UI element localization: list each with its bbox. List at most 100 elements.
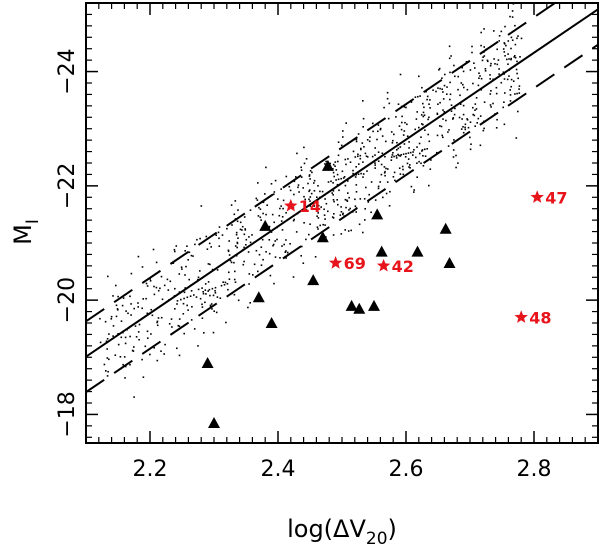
background-point [258, 253, 261, 256]
background-point [371, 155, 374, 158]
background-point [331, 192, 333, 194]
background-point [366, 156, 369, 158]
background-point [452, 149, 455, 151]
background-point [257, 182, 259, 184]
background-point [462, 83, 464, 86]
star-series: 14 69 42 47 48 [284, 188, 567, 327]
background-point [416, 146, 418, 148]
background-point [502, 48, 505, 50]
background-point [377, 185, 380, 188]
background-point [147, 337, 149, 339]
background-point [355, 174, 357, 176]
background-point [308, 198, 310, 201]
background-point [369, 136, 371, 138]
background-point [342, 136, 344, 138]
background-point [171, 326, 173, 328]
background-point [330, 180, 332, 183]
star-label: 48 [529, 308, 551, 327]
background-point [252, 274, 254, 276]
background-point [355, 184, 358, 186]
background-point [508, 58, 510, 60]
background-point [324, 198, 326, 200]
background-point [241, 229, 243, 231]
background-point [222, 281, 224, 283]
background-point [422, 165, 425, 167]
background-point [486, 59, 489, 62]
background-point [293, 180, 296, 183]
background-point [447, 145, 450, 147]
background-point [362, 117, 365, 120]
background-point [510, 57, 512, 60]
background-point [424, 148, 426, 151]
background-point [214, 292, 217, 294]
background-point [217, 231, 220, 234]
background-point [400, 128, 403, 131]
background-point [340, 206, 342, 208]
background-point [414, 128, 416, 131]
background-point [509, 89, 511, 91]
background-point [466, 119, 469, 121]
background-point [379, 181, 381, 183]
background-point [363, 198, 366, 200]
background-point [317, 217, 320, 219]
y-tick-label: −18 [55, 391, 80, 437]
background-point [301, 245, 303, 248]
background-point [234, 245, 237, 247]
background-point [233, 261, 235, 264]
background-point [174, 250, 176, 253]
background-point [152, 248, 155, 251]
background-point [453, 113, 456, 116]
background-point [441, 134, 443, 137]
background-point [121, 304, 124, 307]
background-point [160, 275, 163, 278]
background-point [183, 297, 185, 300]
background-point [204, 301, 206, 304]
background-point [124, 365, 127, 368]
background-point [517, 110, 519, 113]
background-point [449, 98, 451, 101]
background-point [227, 249, 230, 252]
background-point [381, 152, 384, 155]
background-point [457, 88, 459, 91]
background-point [258, 206, 260, 209]
background-point [350, 229, 352, 232]
background-point [354, 205, 357, 207]
background-point [156, 359, 159, 362]
background-point [274, 256, 277, 258]
background-point [174, 287, 176, 290]
background-point [394, 179, 396, 182]
background-point [502, 106, 504, 109]
background-point [383, 106, 385, 109]
triangle-point [345, 299, 358, 311]
background-point [164, 343, 166, 346]
background-point [160, 316, 163, 319]
background-point [243, 260, 245, 263]
x-axis-label-prefix: log(ΔV [287, 515, 366, 543]
background-point [345, 206, 347, 209]
background-point [421, 149, 424, 151]
background-point [461, 66, 463, 69]
background-point [408, 147, 410, 149]
background-point [305, 238, 307, 241]
background-point [390, 131, 393, 133]
background-point [360, 147, 362, 150]
background-point [235, 231, 238, 234]
background-point [194, 243, 196, 246]
background-point [429, 168, 432, 170]
background-point [125, 310, 127, 312]
background-point [261, 238, 264, 241]
background-point [146, 285, 149, 287]
background-point [270, 183, 273, 185]
triangle-point [411, 245, 424, 257]
background-point [366, 170, 368, 172]
background-point [458, 116, 461, 119]
background-point [422, 102, 424, 105]
background-point [516, 37, 518, 40]
background-point [462, 131, 465, 134]
background-point [498, 40, 500, 42]
triangle-point [201, 357, 214, 368]
background-point [355, 138, 358, 141]
background-point [309, 205, 312, 207]
background-point [273, 282, 275, 285]
background-point [201, 303, 203, 306]
